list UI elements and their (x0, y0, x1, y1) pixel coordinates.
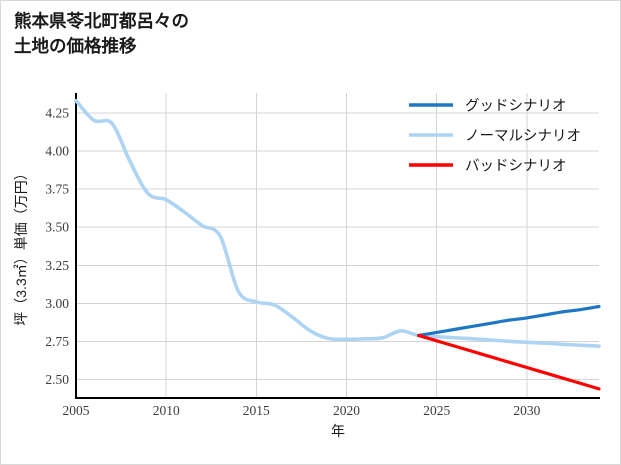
series-line-bad (417, 333, 601, 391)
legend-label: グッドシナリオ (465, 98, 567, 115)
y-axis-tick-labels: 2.50 2.75 3.00 3.25 3.50 3.75 4.00 4.25 (45, 105, 69, 387)
x-axis-title: 年 (331, 423, 345, 439)
series-line-normal (74, 98, 601, 348)
y-tick-label: 4.00 (45, 143, 69, 158)
y-tick-label: 4.25 (45, 105, 69, 120)
y-tick-label: 3.75 (45, 182, 69, 197)
y-tick-label: 3.25 (45, 258, 69, 273)
data-series-group (74, 98, 601, 391)
x-tick-label: 2005 (63, 403, 90, 418)
series-line-good (417, 304, 601, 338)
page-title: 熊本県苓北町都呂々の 土地の価格推移 (14, 11, 189, 56)
legend-label: バッドシナリオ (465, 159, 567, 175)
y-axis-title: 坪（3.3㎡）単価（万円） (13, 166, 29, 325)
y-tick-label: 3.00 (45, 296, 69, 311)
x-tick-label: 2020 (333, 403, 360, 418)
x-tick-label: 2010 (153, 403, 180, 418)
x-tick-label: 2025 (423, 403, 450, 418)
axis-lines (74, 93, 600, 400)
vertical-gridlines (165, 93, 528, 398)
x-axis-tick-labels: 2005 2010 2015 2020 2025 2030 (63, 403, 541, 418)
y-tick-label: 3.50 (45, 220, 69, 235)
x-tick-label: 2015 (243, 403, 270, 418)
x-tick-label: 2030 (513, 403, 540, 418)
legend-label: ノーマルシナリオ (465, 129, 581, 145)
y-tick-label: 2.50 (45, 372, 69, 387)
y-tick-label: 2.75 (45, 334, 69, 349)
